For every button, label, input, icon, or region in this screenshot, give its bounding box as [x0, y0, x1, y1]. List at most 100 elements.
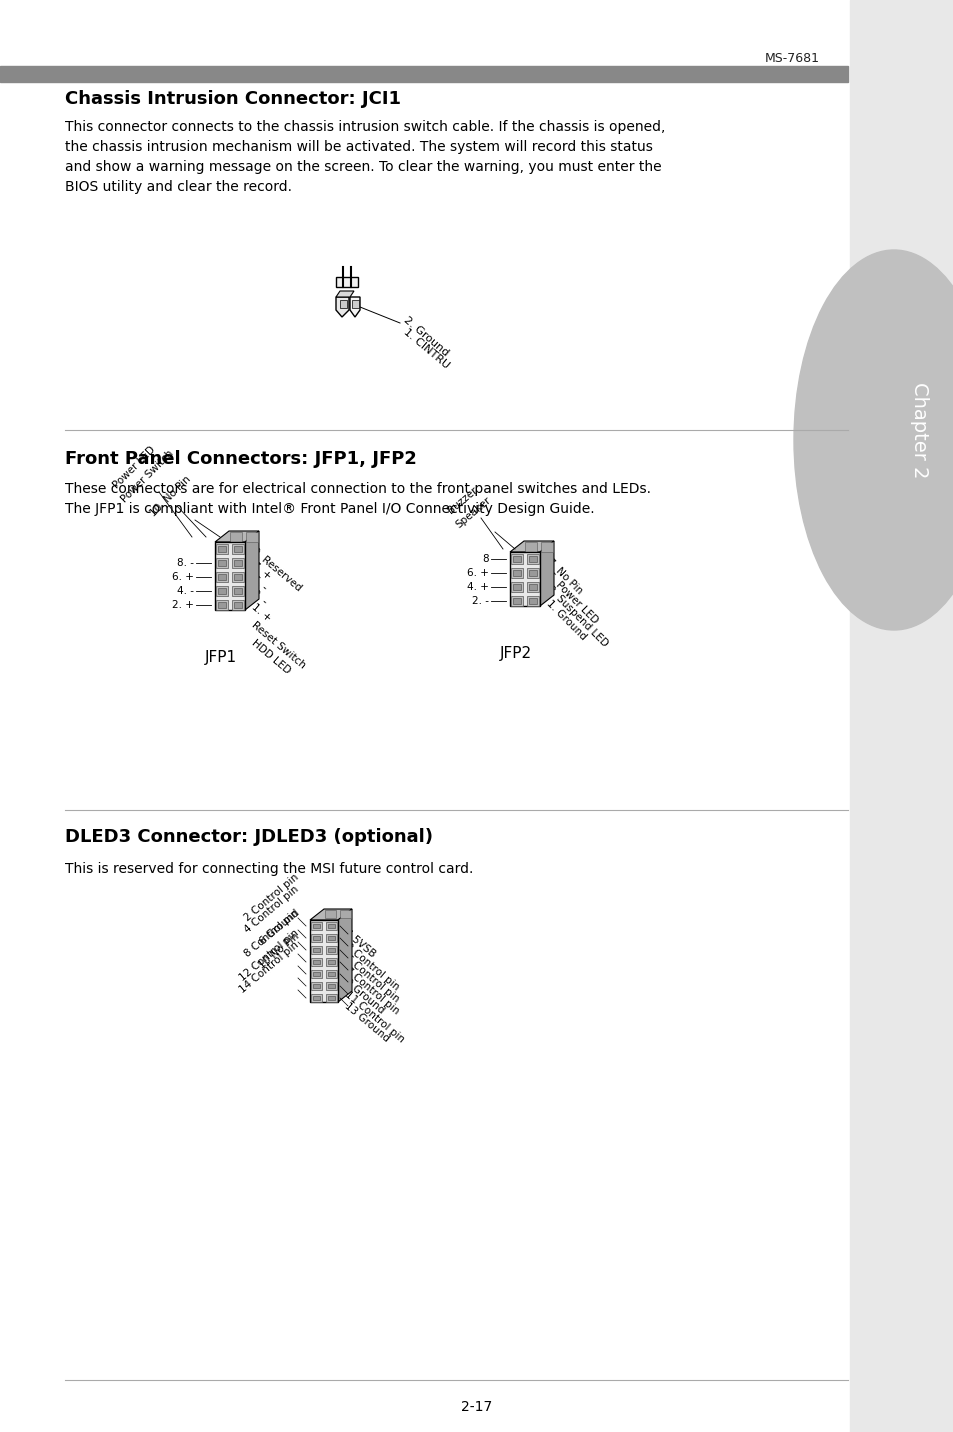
Bar — [849, 0, 953, 1432]
Text: 6. +: 6. + — [172, 571, 193, 581]
Bar — [233, 601, 242, 609]
Bar — [339, 909, 351, 918]
Bar — [325, 909, 335, 918]
Bar — [311, 969, 322, 978]
Bar — [328, 997, 335, 1000]
Bar — [513, 599, 520, 604]
Bar — [526, 569, 538, 579]
Text: 8: 8 — [482, 554, 489, 564]
Text: 11 Control pin: 11 Control pin — [343, 990, 406, 1044]
Text: The JFP1 is compliant with Intel® Front Panel I/O Connectivity Design Guide.: The JFP1 is compliant with Intel® Front … — [65, 503, 594, 516]
Bar — [511, 596, 522, 606]
Bar — [218, 589, 226, 594]
Polygon shape — [539, 541, 554, 606]
Text: 1. +: 1. + — [250, 601, 273, 624]
Bar — [526, 596, 538, 606]
Polygon shape — [335, 291, 354, 296]
Polygon shape — [337, 909, 352, 1002]
Bar — [233, 546, 242, 551]
Bar — [529, 556, 537, 561]
Text: 7. No Pin: 7. No Pin — [544, 556, 584, 596]
Text: MS-7681: MS-7681 — [764, 52, 820, 64]
Text: 3. Suspend LED: 3. Suspend LED — [544, 584, 609, 649]
Text: 6 Ground: 6 Ground — [257, 908, 301, 947]
Bar — [230, 533, 242, 541]
Bar — [326, 982, 336, 990]
Bar — [232, 600, 244, 610]
Text: 3. -: 3. - — [250, 589, 269, 607]
Text: 14 Control pin: 14 Control pin — [237, 939, 301, 995]
Bar — [326, 922, 336, 929]
Bar — [313, 997, 319, 1000]
Polygon shape — [510, 541, 554, 551]
Bar — [311, 982, 322, 990]
Text: Power Switch: Power Switch — [119, 448, 174, 504]
Text: HDD LED: HDD LED — [250, 639, 293, 676]
Text: 5. -: 5. - — [250, 574, 269, 593]
Bar — [511, 581, 522, 591]
Text: Chapter 2: Chapter 2 — [909, 382, 928, 478]
Text: JFP1: JFP1 — [205, 650, 237, 664]
Bar — [215, 586, 228, 596]
Bar — [326, 969, 336, 978]
Bar — [310, 919, 337, 1002]
Bar — [328, 924, 335, 928]
Bar — [326, 947, 336, 954]
Bar — [335, 276, 357, 286]
Text: 2 Control pin: 2 Control pin — [243, 872, 301, 924]
Bar — [233, 574, 242, 580]
Bar — [540, 541, 553, 551]
Bar — [311, 947, 322, 954]
Bar — [513, 570, 520, 576]
Text: Speaker: Speaker — [454, 495, 493, 530]
Bar — [215, 571, 228, 581]
Bar — [352, 299, 358, 308]
Bar — [513, 584, 520, 590]
Text: 4 Control pin: 4 Control pin — [243, 884, 301, 935]
Bar — [511, 554, 522, 564]
Text: This is reserved for connecting the MSI future control card.: This is reserved for connecting the MSI … — [65, 862, 473, 876]
Text: 2. Ground: 2. Ground — [401, 315, 451, 358]
Polygon shape — [310, 909, 352, 919]
Text: and show a warning message on the screen. To clear the warning, you must enter t: and show a warning message on the screen… — [65, 160, 661, 175]
Text: This connector connects to the chassis intrusion switch cable. If the chassis is: This connector connects to the chassis i… — [65, 120, 664, 135]
Bar — [214, 541, 245, 610]
Bar — [218, 546, 226, 551]
Bar — [215, 600, 228, 610]
Text: 4. -: 4. - — [177, 586, 193, 596]
Text: BIOS utility and clear the record.: BIOS utility and clear the record. — [65, 180, 292, 193]
Text: These connectors are for electrical connection to the front panel switches and L: These connectors are for electrical conn… — [65, 483, 650, 495]
Bar — [328, 937, 335, 939]
Bar — [218, 574, 226, 580]
Bar — [326, 994, 336, 1002]
Text: DLED3 Connector: JDLED3 (optional): DLED3 Connector: JDLED3 (optional) — [65, 828, 433, 846]
Bar — [215, 558, 228, 569]
Bar — [526, 581, 538, 591]
Bar — [313, 959, 319, 964]
Text: Chassis Intrusion Connector: JCI1: Chassis Intrusion Connector: JCI1 — [65, 90, 400, 107]
Text: 8. -: 8. - — [177, 558, 193, 569]
Text: 7 Control pin: 7 Control pin — [343, 965, 400, 1015]
Bar — [529, 584, 537, 590]
Bar — [524, 541, 537, 551]
Text: Front Panel Connectors: JFP1, JFP2: Front Panel Connectors: JFP1, JFP2 — [65, 450, 416, 468]
Bar — [510, 551, 539, 606]
Text: 10. No Pin: 10. No Pin — [149, 474, 193, 518]
Bar — [339, 299, 347, 308]
Bar — [326, 934, 336, 942]
Bar — [328, 948, 335, 952]
Bar — [215, 544, 228, 554]
Text: 12 Control pin: 12 Control pin — [237, 928, 301, 982]
Bar — [513, 556, 520, 561]
Bar — [232, 586, 244, 596]
Bar — [313, 948, 319, 952]
Bar — [311, 994, 322, 1002]
Text: 6. +: 6. + — [467, 569, 489, 579]
Text: JFP2: JFP2 — [499, 646, 532, 662]
Polygon shape — [245, 531, 258, 610]
Bar — [232, 571, 244, 581]
Bar — [232, 558, 244, 569]
Bar — [328, 972, 335, 977]
Bar — [328, 984, 335, 988]
Bar — [326, 958, 336, 967]
